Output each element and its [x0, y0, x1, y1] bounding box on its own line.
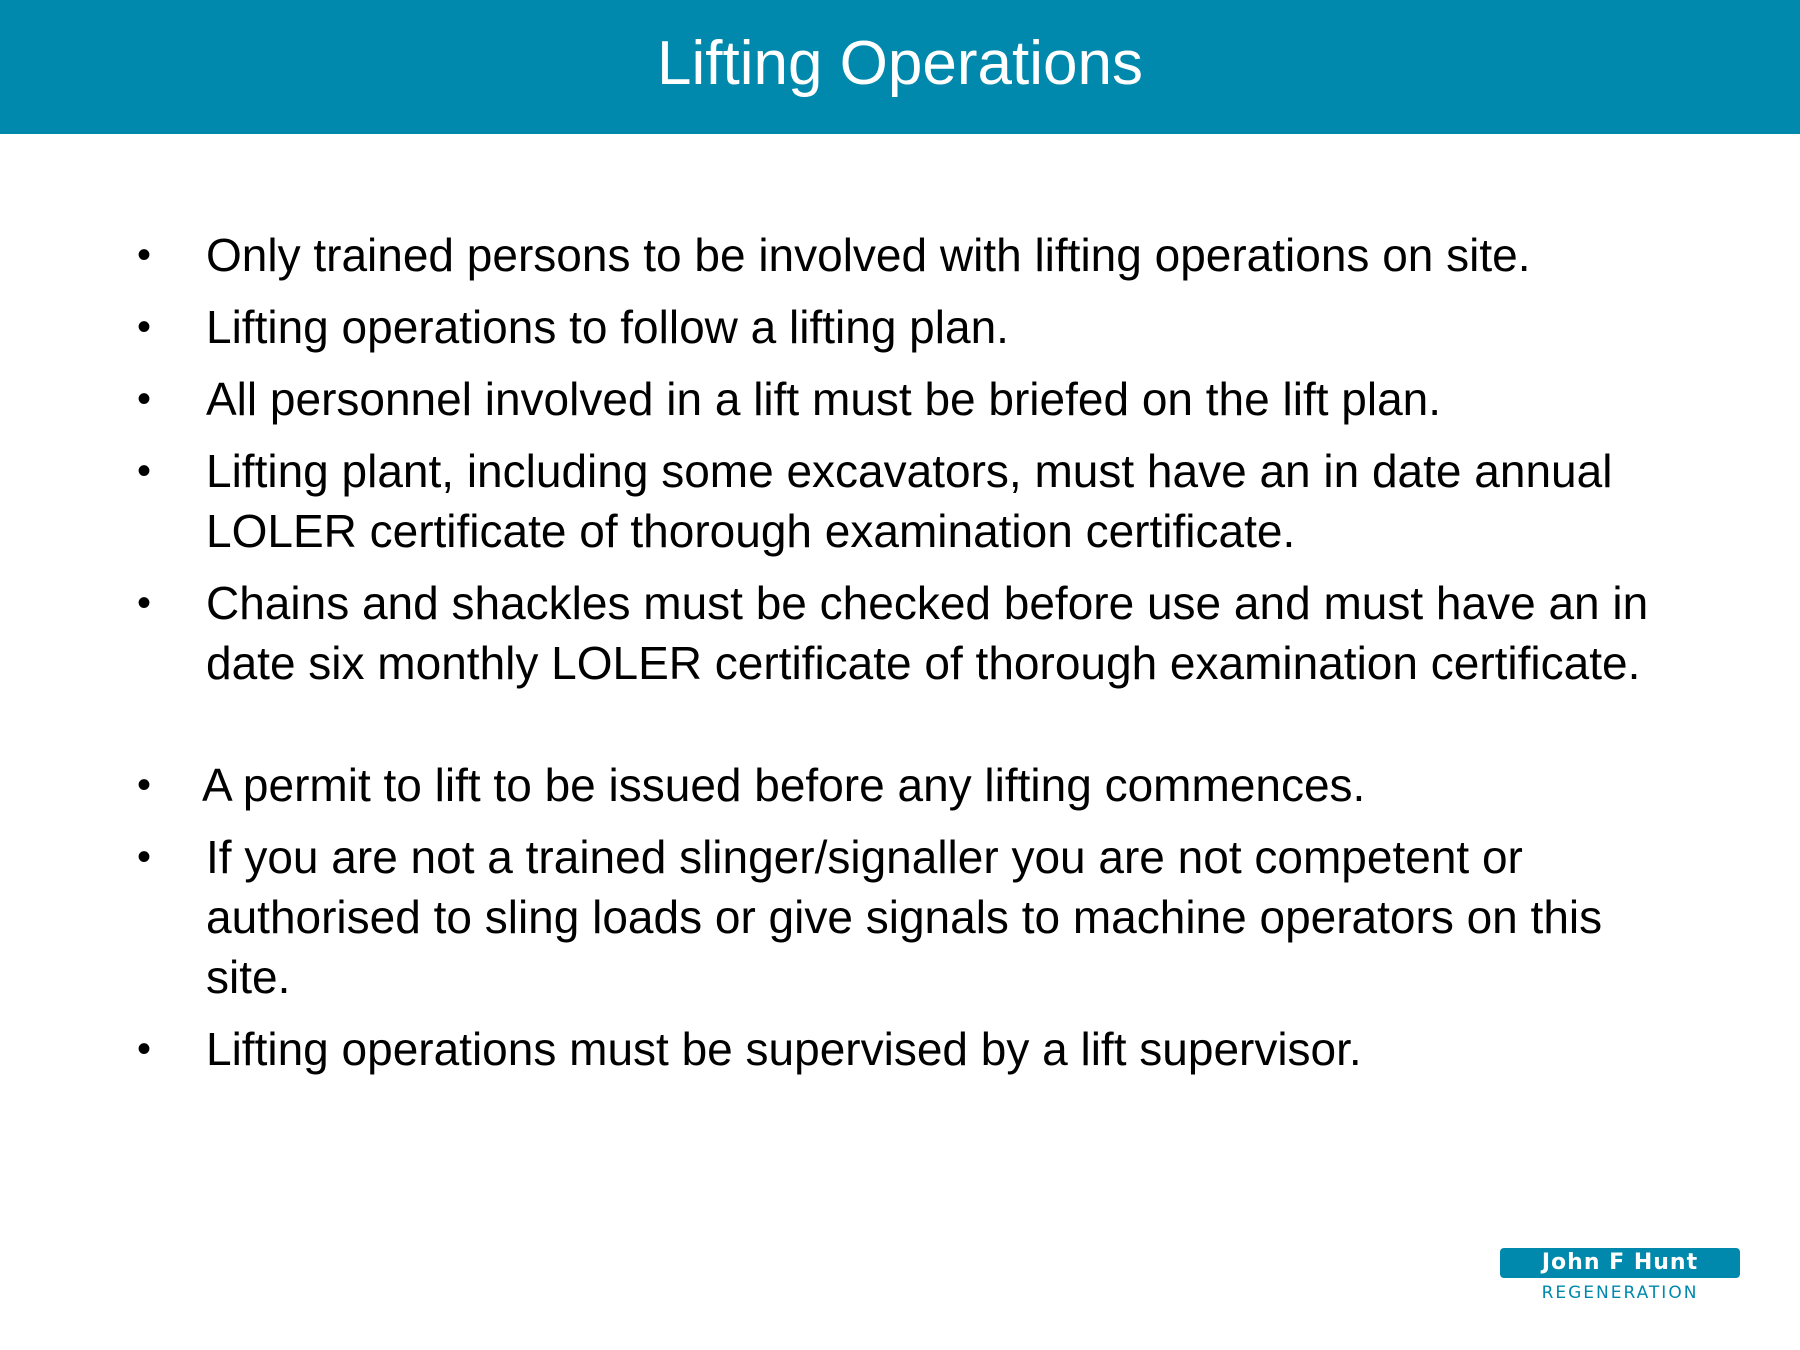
bullet-icon: •: [137, 305, 152, 349]
bullet-text: If you are not a trained slinger/signall…: [206, 831, 1603, 1003]
bullet-text: Chains and shackles must be checked befo…: [206, 577, 1649, 689]
company-logo: John F Hunt REGENERATION: [1500, 1248, 1740, 1310]
bullet-icon: •: [137, 449, 152, 493]
logo-name: John F Hunt: [1500, 1248, 1740, 1278]
bullet-icon: •: [137, 835, 152, 879]
bullet-text: Lifting operations must be supervised by…: [206, 1023, 1362, 1075]
bullet-text: Lifting plant, including some excavators…: [206, 445, 1613, 557]
bullet-icon: •: [137, 377, 152, 421]
title-bar: Lifting Operations: [0, 0, 1800, 134]
bullet-text: Lifting operations to follow a lifting p…: [206, 301, 1009, 353]
bullet-icon: •: [137, 233, 152, 277]
logo-subtitle: REGENERATION: [1541, 1283, 1699, 1303]
bullet-text: All personnel involved in a lift must be…: [206, 373, 1442, 425]
slide-title: Lifting Operations: [657, 28, 1143, 98]
bullet-icon: •: [137, 1027, 152, 1071]
bullet-text: Only trained persons to be involved with…: [206, 229, 1531, 281]
bullet-icon: •: [137, 763, 152, 807]
bullet-icon: •: [137, 581, 152, 625]
bullet-text: A permit to lift to be issued before any…: [202, 759, 1366, 811]
